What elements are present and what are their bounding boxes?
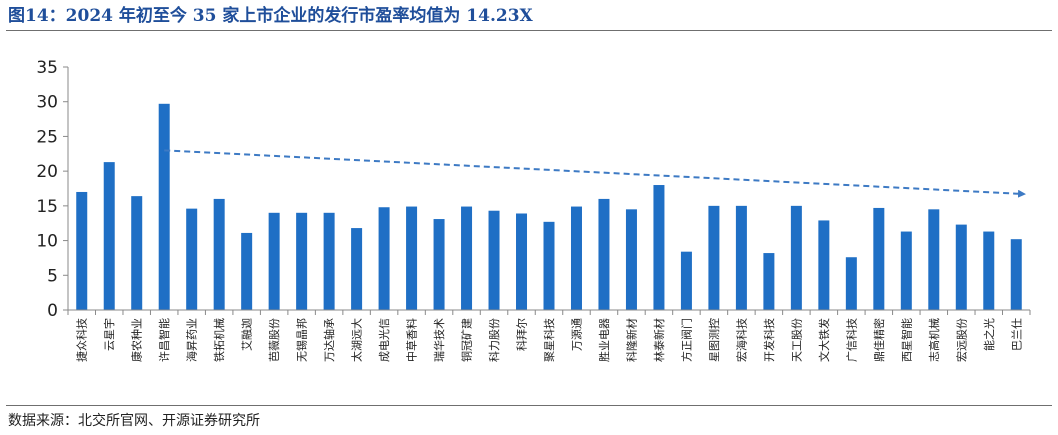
bar (433, 219, 445, 310)
category-labels: 捷众科技 云星宇 康农种业 许昌智能 海昇药业 铁拓机械 艾融迦 芭薇股份 无锡晶邦 万达轴承 太湖… (75, 318, 1024, 362)
y-axis: 0 5 10 15 20 25 30 35 (36, 58, 69, 321)
bar (131, 196, 143, 310)
x-category-label: 海昇药业 (185, 318, 199, 362)
bar (103, 162, 115, 310)
x-category-label: 铜冠矿建 (460, 318, 474, 362)
y-tick-label: 30 (36, 93, 58, 113)
bar (900, 231, 912, 310)
bar (845, 257, 857, 310)
bar (186, 208, 198, 310)
chart-title: 图14：2024 年初至今 35 家上市企业的发行市盈率均值为 14.23X (8, 6, 533, 26)
bar (378, 207, 390, 310)
bar (955, 224, 967, 310)
x-category-label: 开发科技 (762, 318, 776, 362)
bar (763, 253, 775, 310)
bar (735, 205, 747, 310)
footer-divider (6, 405, 1052, 406)
source-note: 数据来源：北交所官网、开源证券研究所 (8, 413, 260, 429)
bar (488, 210, 500, 310)
bar (543, 221, 555, 310)
x-category-label: 林泰新材 (652, 318, 666, 362)
title-divider (6, 30, 1052, 31)
bar (516, 213, 528, 310)
bar (323, 212, 335, 310)
x-category-label: 捷众科技 (75, 318, 89, 362)
x-category-label: 志高机械 (927, 318, 941, 362)
x-category-label: 文大铁发 (817, 318, 831, 362)
x-axis (67, 309, 1031, 315)
x-category-label: 能之光 (982, 318, 996, 351)
trend-line (164, 149, 1026, 198)
bar (296, 212, 308, 310)
y-tick-label: 10 (36, 232, 58, 252)
x-category-label: 宏远股份 (954, 318, 968, 362)
bars (76, 103, 1022, 310)
x-category-label: 太湖远大 (350, 318, 364, 362)
x-category-label: 芭薇股份 (267, 318, 281, 362)
bar (268, 212, 280, 310)
x-category-label: 巴兰仕 (1010, 318, 1023, 351)
bar (158, 103, 170, 310)
bar (818, 220, 830, 310)
y-tick-label: 35 (36, 58, 58, 78)
x-category-label: 聚星科技 (542, 318, 556, 362)
x-category-label: 星图测控 (707, 318, 721, 362)
x-category-label: 方正阀门 (679, 318, 693, 362)
bar (213, 198, 225, 310)
y-tick-label: 20 (36, 162, 58, 182)
y-tick-label: 0 (47, 301, 58, 321)
x-category-label: 宏海科技 (734, 318, 748, 362)
x-category-label: 中草香料 (405, 318, 419, 362)
bar (983, 231, 995, 310)
trend-arrow (164, 149, 1026, 198)
x-category-label: 西星智能 (899, 318, 913, 362)
x-category-label: 科隆新材 (624, 318, 638, 362)
x-category-label: 铁拓机械 (212, 318, 226, 362)
x-category-label: 万源通 (569, 318, 583, 351)
bar (570, 206, 582, 310)
bar (241, 232, 253, 310)
bar (461, 206, 473, 310)
bar (1010, 239, 1022, 310)
bar (406, 206, 418, 310)
bar (928, 209, 940, 310)
bar (76, 191, 88, 310)
y-tick-label: 15 (36, 197, 58, 217)
x-category-label: 成电光信 (377, 318, 391, 362)
x-category-label: 无锡晶邦 (295, 318, 309, 362)
y-tick-label: 25 (36, 127, 58, 147)
x-category-label: 万达轴承 (322, 318, 336, 362)
x-category-label: 许昌智能 (157, 318, 171, 362)
x-category-label: 科拜尔 (515, 318, 529, 351)
x-category-label: 天工股份 (790, 318, 803, 362)
x-category-label: 瑞华技术 (432, 318, 446, 362)
x-category-label: 云星宇 (103, 318, 116, 351)
bar (873, 207, 885, 310)
x-category-label: 广信科技 (844, 318, 858, 362)
x-category-label: 康农种业 (130, 318, 144, 362)
x-category-label: 艾融迦 (241, 318, 254, 351)
bar (708, 205, 720, 310)
x-category-label: 胜业电器 (597, 318, 611, 362)
bar-chart: 0 5 10 15 20 25 30 35 捷众科技 云星宇 康农种业 许昌智能 海昇药业 铁拓机械 艾融… (36, 58, 1031, 362)
x-category-label: 科力股份 (487, 318, 501, 362)
x-category-label: 鼎佳精密 (872, 318, 886, 362)
bar (680, 251, 692, 310)
bar (625, 209, 637, 310)
bar (598, 198, 610, 310)
bar (351, 228, 363, 310)
y-tick-label: 5 (47, 266, 58, 286)
bar (790, 205, 802, 310)
bar (653, 185, 665, 310)
